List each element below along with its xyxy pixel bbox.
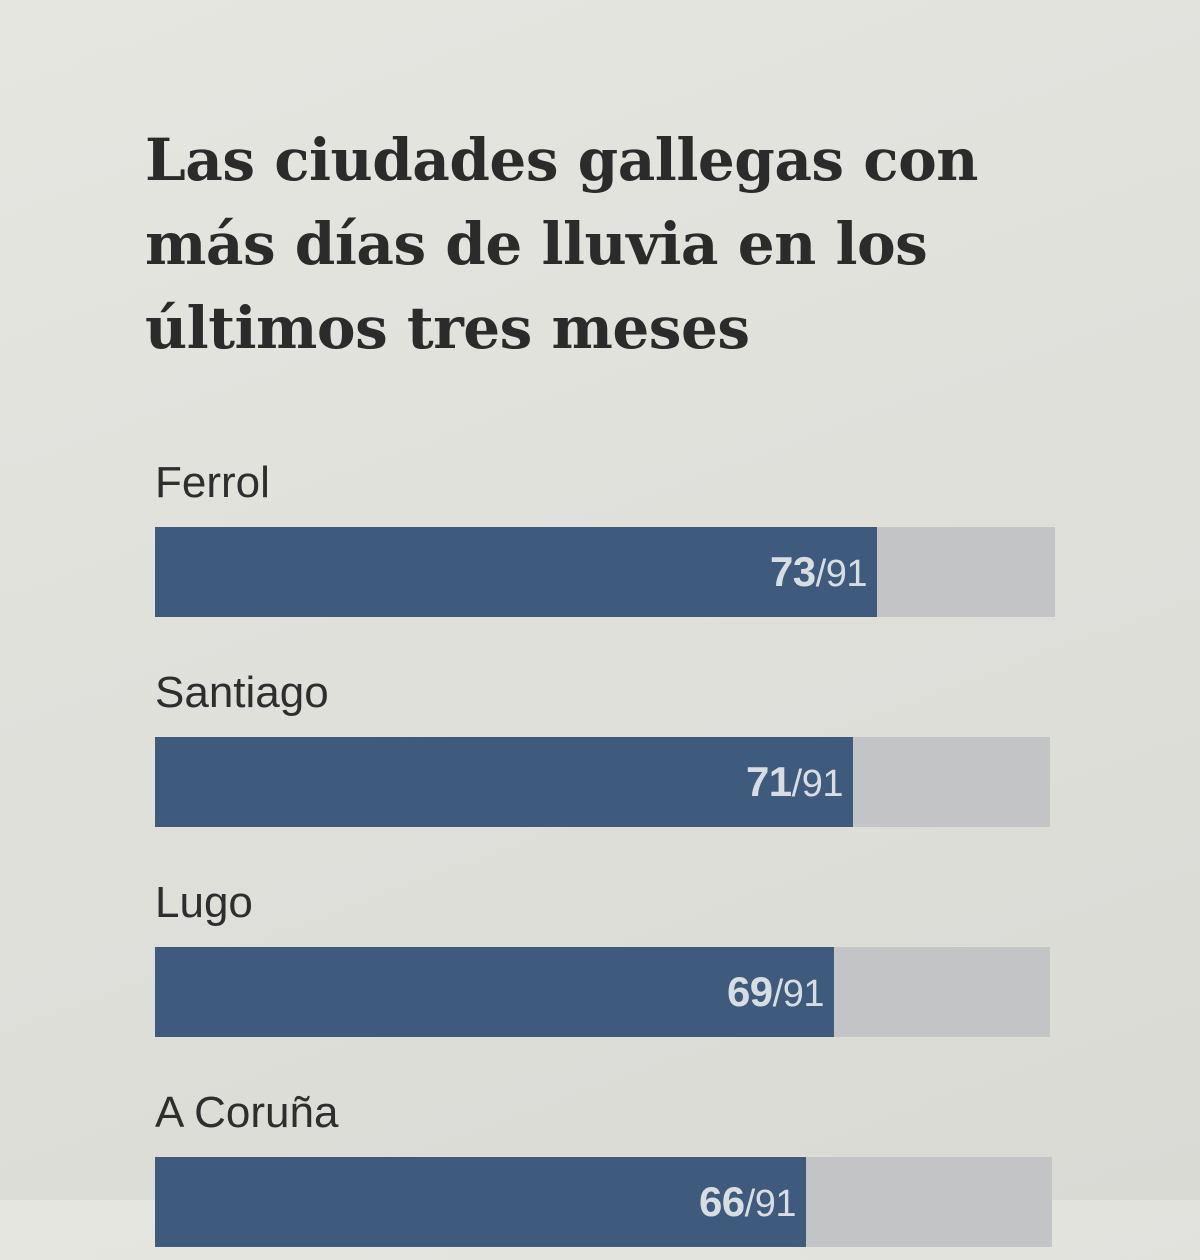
bar-row: Lugo 69/91 [155,875,1055,1050]
category-label: Santiago [155,668,329,717]
value-label: 66/91 [698,1178,797,1226]
bar: 73/91 [155,527,877,617]
category-label: Ferrol [155,458,270,507]
bar: 69/91 [155,947,834,1037]
bar-row: A Coruña 66/91 [155,1085,1055,1260]
bar: 66/91 [155,1157,806,1247]
bar-track: 71/91 [155,737,1050,827]
bar: 71/91 [155,737,853,827]
value-total: /91 [815,553,868,595]
value-total: /91 [772,973,825,1015]
bar-row: Santiago 71/91 [155,665,1055,840]
chart-title: Las ciudades gallegas con más días de ll… [145,126,978,362]
category-label: A Coruña [155,1088,339,1137]
value-number: 73 [769,548,816,595]
value-total: /91 [791,763,844,805]
bar-track: 69/91 [155,947,1050,1037]
value-number: 69 [726,968,773,1015]
value-label: 69/91 [726,968,825,1016]
value-number: 66 [698,1178,745,1225]
bar-track: 66/91 [155,1157,1052,1247]
value-label: 73/91 [769,548,868,596]
value-label: 71/91 [745,758,844,806]
bar-track: 73/91 [155,527,1055,617]
value-total: /91 [744,1183,797,1225]
bar-row: Ferrol 73/91 [155,455,1055,630]
value-number: 71 [745,758,792,805]
category-label: Lugo [155,878,253,927]
bar-chart: Las ciudades gallegas con más días de ll… [145,126,1055,1247]
